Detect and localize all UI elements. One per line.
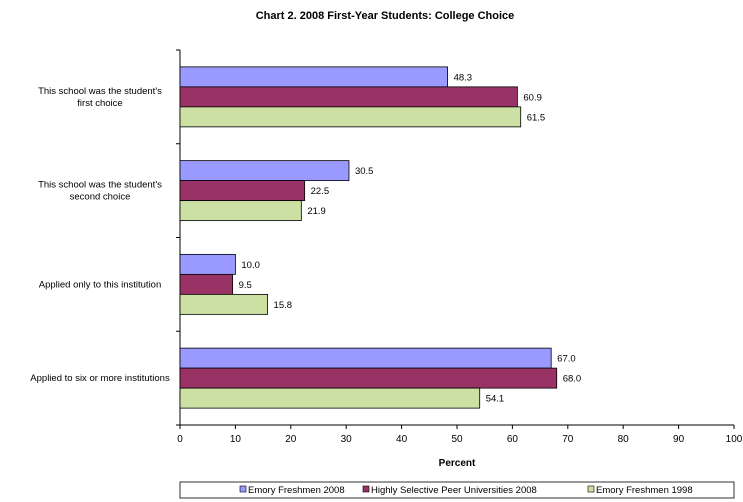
- bar: [179, 347, 552, 369]
- x-tick-label: 20: [285, 434, 297, 445]
- x-ticks-layer: 0 10 20 30 40 50 60 70 80 90 100: [176, 49, 743, 445]
- legend-swatch: [362, 485, 370, 493]
- data-label: 48.3: [454, 72, 473, 83]
- bar: [179, 106, 522, 128]
- bar: [179, 293, 268, 315]
- x-tick-label: 0: [177, 434, 183, 445]
- data-labels-layer: 48.3 60.9 61.5 30.5 22.5 21.9 10.0 9.5 15.8 67.0 6…: [239, 72, 582, 404]
- data-label: 68.0: [563, 374, 582, 385]
- bar: [179, 367, 558, 389]
- x-tick-label: 10: [230, 434, 242, 445]
- x-tick-label: 40: [396, 434, 408, 445]
- bars-layer: [179, 66, 558, 409]
- category-label: This school was the student's: [38, 86, 162, 97]
- bar: [179, 253, 236, 275]
- bar: [179, 180, 306, 202]
- legend-item: Emory Freshmen 2008: [248, 485, 345, 496]
- data-label: 54.1: [486, 394, 505, 405]
- bar: [179, 200, 302, 222]
- data-label: 61.5: [527, 112, 546, 123]
- bar: [179, 86, 518, 108]
- x-tick-label: 80: [618, 434, 630, 445]
- bar: [179, 160, 350, 182]
- bar: [179, 387, 481, 409]
- data-label: 60.9: [523, 92, 542, 103]
- category-label: This school was the student's: [38, 180, 162, 191]
- data-label: 10.0: [241, 260, 260, 271]
- bar: [179, 66, 448, 88]
- category-label: first choice: [77, 98, 122, 109]
- category-label: Applied only to this institution: [39, 279, 162, 290]
- data-label: 30.5: [355, 166, 374, 177]
- legend-swatch: [587, 485, 595, 493]
- legend-item: Highly Selective Peer Universities 2008: [371, 485, 537, 496]
- x-tick-label: 50: [451, 434, 463, 445]
- x-tick-label: 100: [726, 434, 743, 445]
- x-tick-label: 60: [507, 434, 519, 445]
- legend-box: [179, 481, 735, 499]
- x-tick-label: 90: [673, 434, 685, 445]
- legend-item: Emory Freshmen 1998: [596, 485, 693, 496]
- chart-title: Chart 2. 2008 First-Year Students: Colle…: [256, 10, 515, 22]
- data-label: 9.5: [239, 280, 252, 291]
- data-label: 67.0: [557, 354, 576, 365]
- legend: Emory Freshmen 2008 Highly Selective Peer…: [179, 481, 735, 499]
- category-label: Applied to six or more institutions: [30, 373, 170, 384]
- category-label: second choice: [70, 192, 131, 203]
- data-label: 15.8: [274, 300, 293, 311]
- x-tick-label: 30: [341, 434, 353, 445]
- x-axis-label: Percent: [439, 458, 476, 469]
- bar: [179, 273, 234, 295]
- x-tick-label: 70: [562, 434, 574, 445]
- data-label: 21.9: [307, 206, 326, 217]
- legend-swatch: [239, 485, 247, 493]
- data-label: 22.5: [311, 186, 330, 197]
